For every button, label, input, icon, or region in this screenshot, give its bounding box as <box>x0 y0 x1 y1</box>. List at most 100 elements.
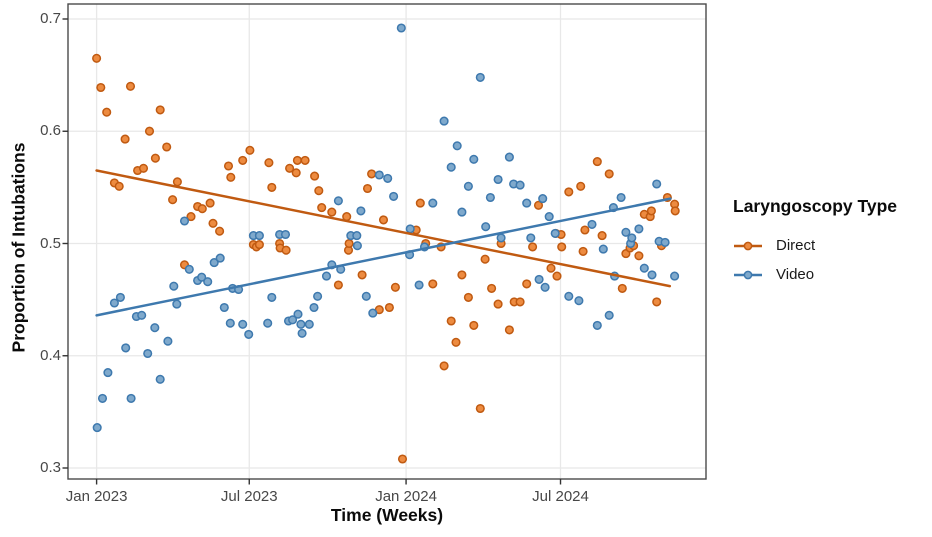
data-point-video <box>163 336 173 346</box>
data-point-video <box>184 264 194 274</box>
data-point-video <box>203 277 213 287</box>
data-point-direct <box>150 153 160 163</box>
legend-label-video: Video <box>776 266 815 283</box>
data-point-video <box>254 231 264 241</box>
data-point-direct <box>238 155 248 165</box>
data-point-video <box>296 319 306 329</box>
data-point-video <box>293 309 303 319</box>
data-point-video <box>652 179 662 189</box>
data-point-direct <box>245 145 255 155</box>
data-point-direct <box>384 302 394 313</box>
data-point-video <box>481 222 491 232</box>
data-point-direct <box>362 183 373 194</box>
data-point-video <box>496 233 506 243</box>
data-point-direct <box>114 181 124 191</box>
data-point-direct <box>617 283 627 293</box>
data-point-direct <box>96 82 106 93</box>
data-point-direct <box>552 271 562 281</box>
data-point-video <box>150 323 160 333</box>
data-point-direct <box>463 292 473 302</box>
data-point-video <box>538 194 548 204</box>
data-point-video <box>647 270 657 280</box>
data-point-video <box>121 343 131 353</box>
data-point-direct <box>428 279 438 289</box>
data-point-direct <box>493 299 503 309</box>
data-point-direct <box>102 107 112 117</box>
data-point-video <box>361 291 371 301</box>
data-point-video <box>621 227 631 237</box>
data-point-video <box>540 282 550 292</box>
data-point-direct <box>487 283 497 293</box>
data-point-direct <box>172 177 182 187</box>
data-point-video <box>446 162 456 172</box>
data-point-video <box>396 23 406 33</box>
data-point-direct <box>646 206 656 216</box>
data-point-direct <box>168 195 178 205</box>
data-point-direct <box>480 254 490 264</box>
data-point-direct <box>469 320 479 330</box>
data-point-direct <box>604 169 614 179</box>
data-point-direct <box>415 198 425 208</box>
data-point-video <box>670 271 680 281</box>
data-point-video <box>321 271 332 281</box>
data-point-video <box>616 192 626 203</box>
data-point-video <box>604 310 614 320</box>
data-point-video <box>356 206 366 216</box>
data-point-video <box>452 141 462 151</box>
data-point-direct <box>390 282 400 292</box>
data-point-direct <box>291 168 301 178</box>
data-point-video <box>126 393 136 403</box>
data-point-video <box>155 374 165 384</box>
data-point-video <box>92 423 102 433</box>
data-point-video <box>544 212 554 222</box>
data-point-direct <box>533 200 544 210</box>
data-point-video <box>172 299 182 309</box>
data-point-video <box>297 328 307 338</box>
legend: Laryngoscopy Type Direct Video <box>733 196 897 289</box>
y-tick-label: 0.7 <box>40 10 61 27</box>
data-point-direct <box>357 270 367 280</box>
data-point-direct <box>205 198 215 208</box>
data-point-video <box>660 237 670 247</box>
data-point-video <box>504 152 514 162</box>
data-point-direct <box>327 207 337 217</box>
data-point-direct <box>451 337 461 347</box>
data-point-direct <box>522 279 532 289</box>
data-point-video <box>197 272 207 282</box>
data-point-video <box>374 170 384 180</box>
data-point-video <box>475 72 485 82</box>
legend-item-video: Video <box>733 260 897 289</box>
data-point-video <box>143 348 153 359</box>
data-point-video <box>389 191 399 201</box>
data-point-direct <box>285 163 295 173</box>
data-point-video <box>522 198 532 208</box>
data-point-video <box>383 173 393 183</box>
data-point-video <box>215 253 225 263</box>
data-point-video <box>352 231 362 241</box>
data-point-direct <box>254 240 264 250</box>
data-point-direct <box>344 238 354 249</box>
data-point-direct <box>120 134 130 144</box>
data-point-video <box>263 318 273 328</box>
data-point-direct <box>281 245 291 255</box>
data-point-video <box>469 154 479 164</box>
data-point-video <box>333 196 343 206</box>
data-point-direct <box>215 226 225 236</box>
legend-label-direct: Direct <box>776 237 816 254</box>
data-point-video <box>313 291 323 301</box>
panel-border <box>67 3 707 480</box>
x-tick-label: Jan 2024 <box>375 488 437 505</box>
trend-line-video <box>95 197 672 317</box>
data-point-direct <box>226 172 236 182</box>
data-point-video <box>550 228 560 238</box>
data-point-video <box>574 296 584 306</box>
data-point-direct <box>267 182 277 192</box>
trend-line-direct <box>95 169 672 288</box>
data-point-direct <box>300 155 310 165</box>
data-point-direct <box>314 186 324 196</box>
data-point-video <box>515 180 525 190</box>
data-point-direct <box>223 161 234 171</box>
data-point-video <box>428 198 438 208</box>
